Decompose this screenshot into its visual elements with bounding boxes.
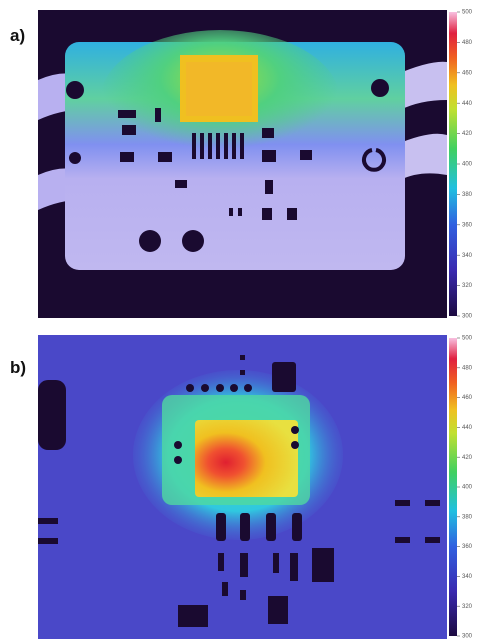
colorbar-tick-label: 480 bbox=[462, 40, 473, 46]
colorbar-tick-label: 480 bbox=[462, 365, 473, 371]
colorbar-tick-label: 460 bbox=[462, 395, 473, 401]
panel-label: b) bbox=[10, 358, 26, 377]
colorbar-tick-label: 320 bbox=[462, 604, 473, 610]
colorbar bbox=[449, 12, 457, 316]
panel-label: a) bbox=[10, 26, 25, 45]
colorbar-tick-label: 400 bbox=[462, 162, 473, 168]
colorbar-tick-label: 420 bbox=[462, 455, 473, 461]
figure: a) b) 300 320 340 360 380 400 420 440 460 480 500 3… bbox=[0, 0, 495, 639]
colorbar-tick-label: 360 bbox=[462, 222, 473, 228]
colorbar-tick-label: 300 bbox=[462, 314, 473, 320]
colorbar-tick-label: 380 bbox=[462, 514, 473, 520]
colorbar bbox=[449, 338, 457, 636]
colorbar-tick-label: 340 bbox=[462, 574, 473, 580]
colorbar-tick-label: 360 bbox=[462, 544, 473, 550]
colorbar-tick-label: 500 bbox=[462, 10, 473, 16]
colorbar-tick-label: 400 bbox=[462, 485, 473, 491]
colorbar-tick-label: 320 bbox=[462, 283, 473, 289]
thermal-image-b bbox=[38, 335, 447, 639]
colorbar-tick-label: 340 bbox=[462, 253, 473, 259]
thermal-image-a bbox=[38, 10, 447, 318]
colorbar-tick-label: 460 bbox=[462, 70, 473, 76]
colorbar-tick-label: 420 bbox=[462, 131, 473, 137]
colorbar-tick-label: 380 bbox=[462, 192, 473, 198]
colorbar-tick-label: 300 bbox=[462, 634, 473, 639]
colorbar-tick-label: 500 bbox=[462, 336, 473, 342]
thermal-figure: a) b) 300 320 340 360 380 400 420 440 460 480 500 3… bbox=[0, 0, 495, 639]
colorbar-tick-label: 440 bbox=[462, 101, 473, 107]
colorbar-tick-label: 440 bbox=[462, 425, 473, 431]
